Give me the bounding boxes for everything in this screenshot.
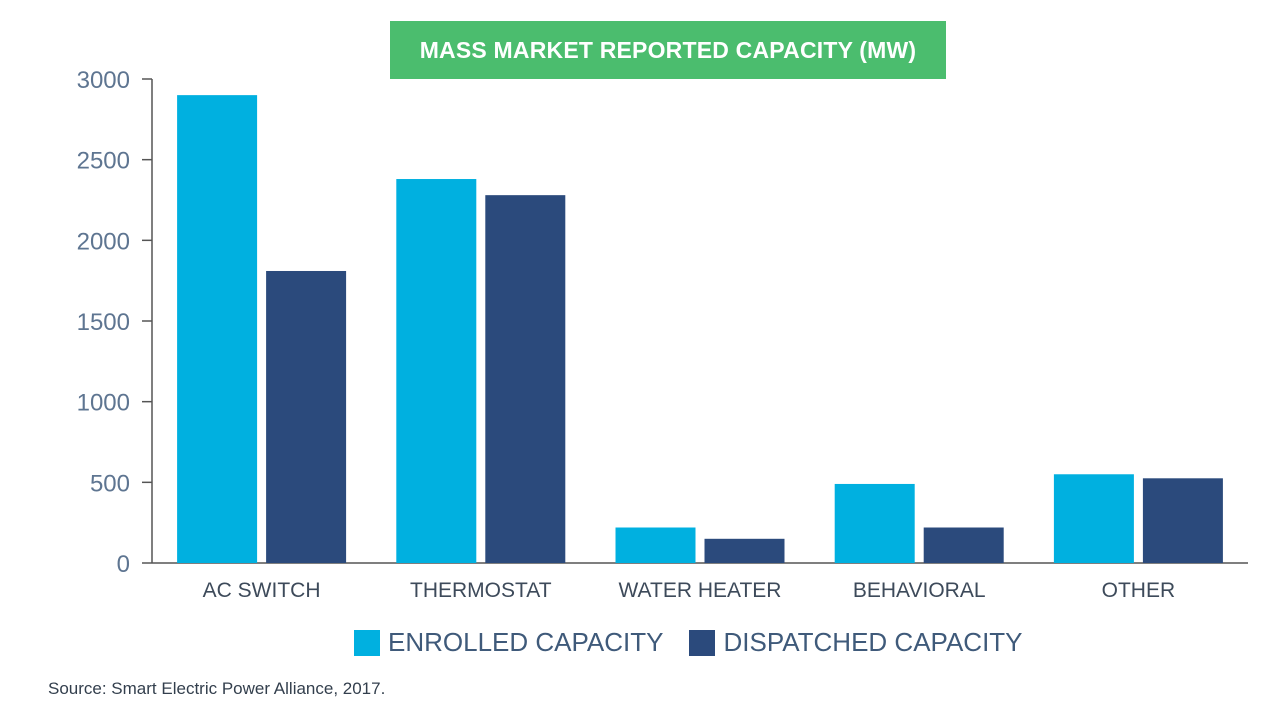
y-tick-label: 2000: [77, 228, 130, 255]
bar-enrolled-thermostat: [396, 179, 477, 563]
bar-dispatched-behavioral: [923, 527, 1004, 563]
y-tick-label: 1000: [77, 390, 130, 417]
legend-item-enrolled: ENROLLED CAPACITY: [354, 627, 663, 658]
y-tick-label: 2500: [77, 148, 130, 175]
x-category-label: THERMOSTAT: [410, 579, 552, 602]
x-category-label: BEHAVIORAL: [853, 579, 986, 602]
y-tick-label: 3000: [77, 67, 130, 94]
labels: 0 500 1000 1500 2000 2500 3000 AC SWITCH THERMOS…: [77, 67, 1176, 602]
bar-enrolled-other: [1053, 474, 1134, 563]
bar-dispatched-water-heater: [704, 538, 785, 563]
bars: [177, 95, 1223, 563]
legend: ENROLLED CAPACITY DISPATCHED CAPACITY: [354, 627, 1049, 658]
legend-swatch-enrolled: [354, 629, 380, 656]
source-note: Source: Smart Electric Power Alliance, 2…: [48, 679, 386, 698]
x-category-label: AC SWITCH: [203, 579, 321, 602]
bar-enrolled-behavioral: [834, 483, 915, 563]
y-tick-label: 1500: [77, 309, 130, 336]
legend-item-dispatched: DISPATCHED CAPACITY: [689, 627, 1023, 658]
x-category-label: OTHER: [1102, 579, 1176, 602]
legend-label-dispatched: DISPATCHED CAPACITY: [723, 627, 1023, 657]
bar-dispatched-thermostat: [485, 195, 566, 563]
y-tick-label: 0: [117, 551, 130, 578]
bar-enrolled-water-heater: [615, 527, 696, 563]
chart-title: MASS MARKET REPORTED CAPACITY (MW): [390, 21, 946, 79]
x-category-label: WATER HEATER: [619, 579, 782, 602]
legend-swatch-dispatched: [689, 629, 716, 656]
bar-dispatched-ac-switch: [266, 270, 347, 563]
y-tick-label: 500: [90, 470, 130, 497]
bar-enrolled-ac-switch: [177, 95, 258, 563]
legend-label-enrolled: ENROLLED CAPACITY: [388, 627, 664, 657]
bar-dispatched-other: [1142, 478, 1223, 563]
